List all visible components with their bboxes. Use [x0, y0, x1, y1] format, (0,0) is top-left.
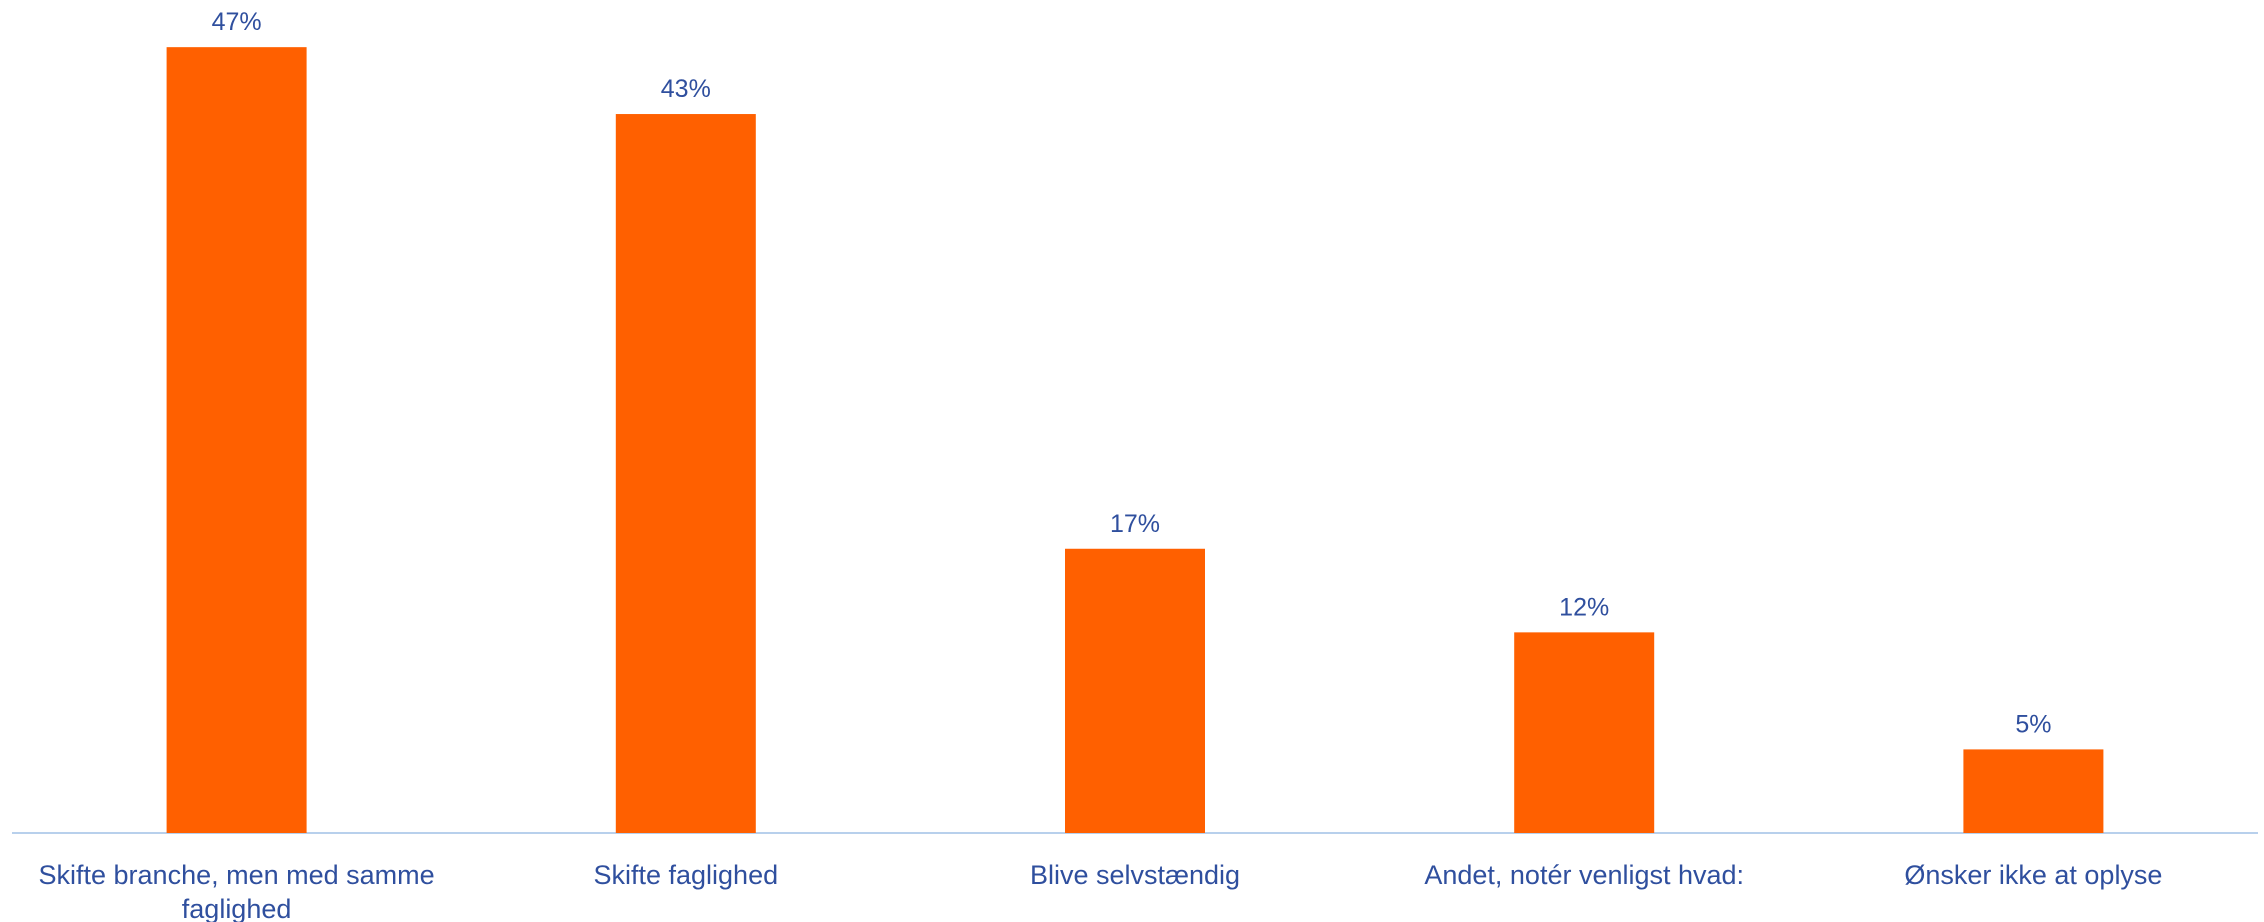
data-label: 5%: [2015, 710, 2051, 738]
x-tick-label: Ønsker ikke at oplyse: [1904, 860, 2162, 890]
x-tick-label: Skifte branche, men med samme: [39, 860, 435, 890]
x-tick-label: Blive selvstændig: [1030, 860, 1240, 890]
bar: [1514, 632, 1655, 833]
x-tick-label: Skifte faglighed: [593, 860, 778, 890]
data-label: 47%: [212, 8, 262, 36]
data-label: 17%: [1110, 510, 1160, 538]
bar: [1065, 548, 1205, 833]
bar: [166, 47, 307, 834]
bar: [615, 114, 756, 834]
data-label: 12%: [1559, 593, 1609, 621]
x-tick-label: Andet, notér venligst hvad:: [1424, 860, 1744, 890]
bar: [1963, 749, 2104, 833]
data-label: 43%: [661, 75, 711, 103]
x-tick-label: faglighed: [182, 894, 292, 922]
